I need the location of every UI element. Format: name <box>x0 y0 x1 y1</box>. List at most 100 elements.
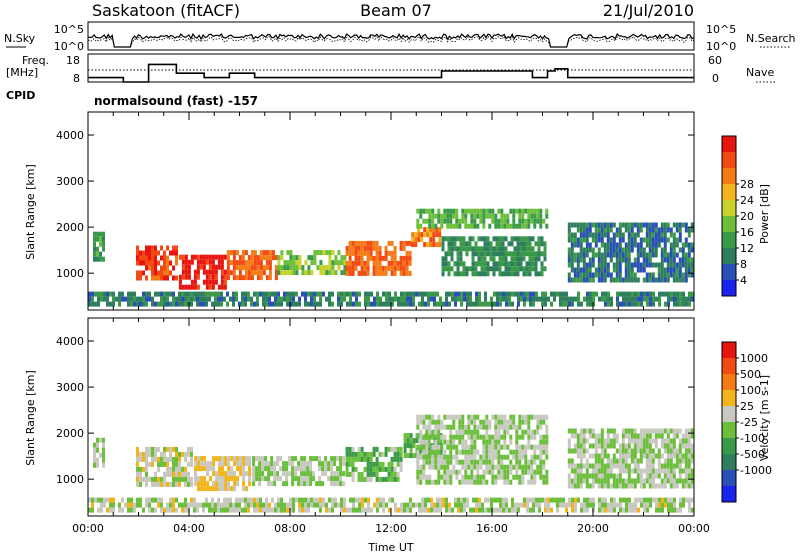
heatmap-cell <box>636 478 640 484</box>
heatmap-cell <box>220 507 223 513</box>
heatmap-cell <box>625 296 628 302</box>
heatmap-cell <box>256 497 259 503</box>
heatmap-cell <box>277 497 280 503</box>
heatmap-cell <box>606 438 610 444</box>
heatmap-cell <box>651 242 655 248</box>
heatmap-cell <box>142 301 145 307</box>
heatmap-cell <box>268 502 271 508</box>
heatmap-cell <box>274 265 278 271</box>
heatmap-cell <box>427 497 430 503</box>
heatmap-cell <box>357 456 361 462</box>
heatmap-cell <box>163 481 166 487</box>
heatmap-cell <box>538 296 541 302</box>
heatmap-cell <box>422 218 426 224</box>
heatmap-cell <box>157 291 160 297</box>
heatmap-cell <box>148 260 151 266</box>
heatmap-cell <box>461 459 465 465</box>
heatmap-cell <box>625 502 628 508</box>
heatmap-cell <box>498 271 502 277</box>
heatmap-cell <box>600 257 604 263</box>
heatmap-cell <box>690 267 694 273</box>
heatmap-cell <box>633 262 637 268</box>
heatmap-cell <box>526 291 529 297</box>
heatmap-cell <box>262 502 265 508</box>
heatmap-cell <box>378 270 382 276</box>
heatmap-cell <box>539 454 543 460</box>
heatmap-cell <box>654 262 658 268</box>
heatmap-cell <box>615 277 619 283</box>
heatmap-cell <box>390 250 394 256</box>
heatmap-cell <box>253 255 257 261</box>
heatmap-cell <box>571 497 574 503</box>
heatmap-cell <box>669 272 673 278</box>
heatmap-cell <box>460 507 463 513</box>
heatmap-cell <box>330 471 334 477</box>
heatmap-cell <box>506 419 510 425</box>
heatmap-cell <box>543 256 547 262</box>
heatmap-cell <box>247 270 251 276</box>
heatmap-cell <box>687 262 691 268</box>
heatmap-cell <box>434 449 438 455</box>
heatmap-cell <box>242 461 246 467</box>
heatmap-cell <box>511 507 514 513</box>
heatmap-cell <box>597 262 601 268</box>
heatmap-cell <box>393 471 397 477</box>
heatmap-cell <box>253 301 256 307</box>
heatmap-cell <box>303 481 307 487</box>
heatmap-cell <box>256 275 260 281</box>
heatmap-cell <box>460 296 463 302</box>
heatmap-cell <box>428 464 432 470</box>
heatmap-cell <box>376 502 379 508</box>
heatmap-cell <box>422 424 426 430</box>
heatmap-cell <box>142 507 145 513</box>
heatmap-cell <box>160 481 163 487</box>
heatmap-cell <box>478 296 481 302</box>
heatmap-cell <box>536 469 540 475</box>
heatmap-cell <box>536 454 540 460</box>
heatmap-cell <box>477 261 481 267</box>
colorbar-swatch <box>722 200 736 216</box>
heatmap-cell <box>190 461 193 467</box>
heatmap-cell <box>491 454 495 460</box>
heatmap-cell <box>427 291 430 297</box>
heatmap-cell <box>247 296 250 302</box>
heatmap-cell <box>682 296 685 302</box>
heatmap-cell <box>482 459 486 465</box>
heatmap-cell <box>585 247 589 253</box>
heatmap-cell <box>609 222 613 228</box>
heatmap-cell <box>372 255 376 261</box>
heatmap-cell <box>600 433 604 439</box>
heatmap-cell <box>465 271 469 277</box>
heatmap-cell <box>461 444 465 450</box>
heatmap-cell <box>486 266 490 272</box>
colorbar-tick-label: 500 <box>740 368 761 381</box>
heatmap-cell <box>509 424 513 430</box>
heatmap-cell <box>160 270 163 276</box>
heatmap-cell <box>618 448 622 454</box>
heatmap-cell <box>259 275 263 281</box>
heatmap-cell <box>464 208 468 214</box>
heatmap-cell <box>387 476 391 482</box>
heatmap-cell <box>621 448 625 454</box>
heatmap-cell <box>512 454 516 460</box>
heatmap-cell <box>576 267 580 273</box>
heatmap-cell <box>369 255 373 261</box>
heatmap-cell <box>348 451 352 457</box>
station-title: Saskatoon (fitACF) <box>92 1 240 20</box>
heatmap-cell <box>588 257 592 263</box>
heatmap-cell <box>660 428 664 434</box>
heatmap-cell <box>640 301 643 307</box>
heatmap-cell <box>648 448 652 454</box>
heatmap-cell <box>543 251 547 257</box>
heatmap-cell <box>660 252 664 258</box>
heatmap-cell <box>609 443 613 449</box>
heatmap-cell <box>522 246 526 252</box>
heatmap-cell <box>460 502 463 508</box>
heatmap-cell <box>545 454 549 460</box>
heatmap-cell <box>503 454 507 460</box>
heatmap-cell <box>528 251 532 257</box>
heatmap-cell <box>657 227 661 233</box>
heatmap-cell <box>109 497 112 503</box>
heatmap-cell <box>220 284 224 290</box>
heatmap-cell <box>673 497 676 503</box>
